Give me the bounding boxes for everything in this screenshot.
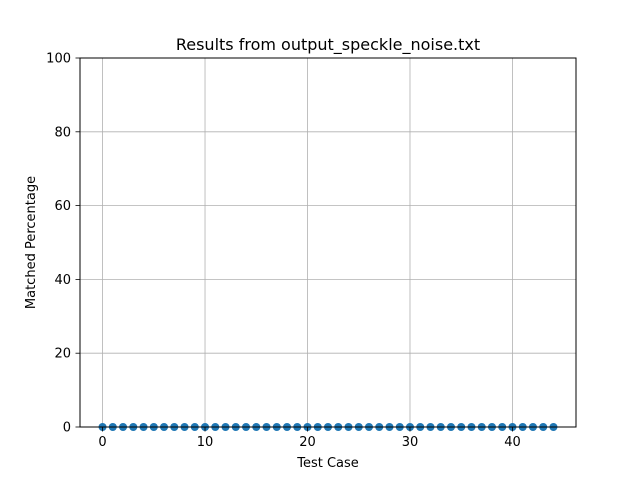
x-tick-label: 0: [98, 435, 106, 450]
y-axis-title: Matched Percentage: [24, 176, 39, 309]
y-tick-label: 60: [54, 199, 71, 214]
plot-frame: [79, 57, 577, 428]
chart-title: Results from output_speckle_noise.txt: [176, 35, 480, 55]
y-tick-label: 0: [63, 421, 71, 436]
x-axis-ticks: 0 10 20 30 40: [98, 427, 521, 450]
x-tick-label: 30: [402, 435, 419, 450]
y-tick-label: 100: [46, 52, 71, 67]
x-tick-label: 20: [299, 435, 316, 450]
x-tick-label: 40: [504, 435, 521, 450]
y-tick-label: 20: [54, 347, 71, 362]
y-tick-label: 80: [54, 125, 71, 140]
x-tick-label: 10: [197, 435, 214, 450]
y-axis-ticks: 0 20 40 60 80 100: [46, 52, 80, 436]
x-axis-title: Test Case: [296, 456, 359, 471]
y-tick-label: 40: [54, 273, 71, 288]
